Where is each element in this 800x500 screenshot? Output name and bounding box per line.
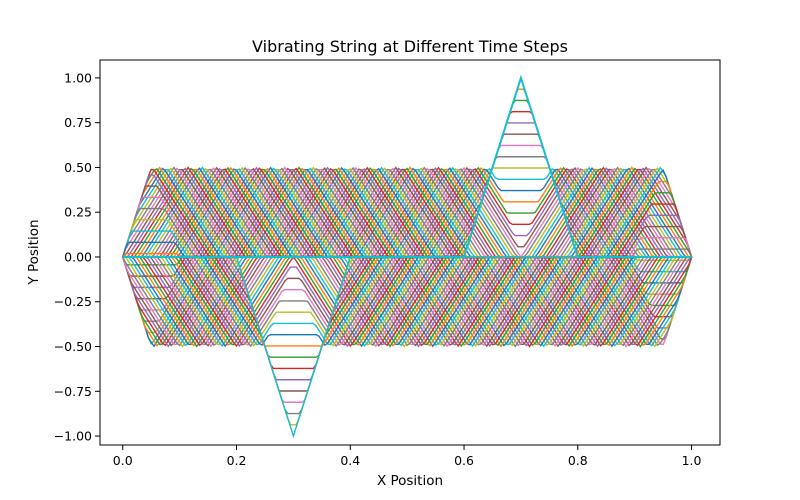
y-axis-label: Y Position — [26, 219, 42, 285]
x-tick-label: 0.2 — [227, 453, 247, 468]
x-tick-label: 0.0 — [113, 453, 133, 468]
y-tick-label: 0.00 — [64, 249, 92, 264]
y-axis: −1.00 −0.75 −0.50 −0.25 0.00 0.25 0.50 0.75 1.00 — [54, 70, 100, 444]
y-tick-label: 0.25 — [64, 205, 92, 220]
y-tick-label: −0.25 — [54, 294, 92, 309]
x-axis-label: X Position — [377, 473, 443, 489]
x-tick-label: 0.4 — [340, 453, 360, 468]
y-tick-label: −1.00 — [54, 429, 92, 444]
x-tick-label: 0.6 — [454, 453, 474, 468]
x-tick-label: 0.8 — [568, 453, 588, 468]
final-series-line — [122, 74, 692, 258]
x-tick-label: 1.0 — [682, 453, 702, 468]
y-tick-label: 0.75 — [64, 115, 92, 130]
series-layer — [122, 74, 693, 439]
y-tick-label: −0.50 — [54, 339, 92, 354]
x-axis: 0.0 0.2 0.4 0.6 0.8 1.0 — [113, 445, 702, 468]
y-tick-label: 1.00 — [64, 70, 92, 85]
y-tick-label: 0.50 — [64, 160, 92, 175]
chart-title: Vibrating String at Different Time Steps — [252, 37, 568, 56]
y-tick-label: −0.75 — [54, 384, 92, 399]
plot-frame — [99, 59, 721, 446]
